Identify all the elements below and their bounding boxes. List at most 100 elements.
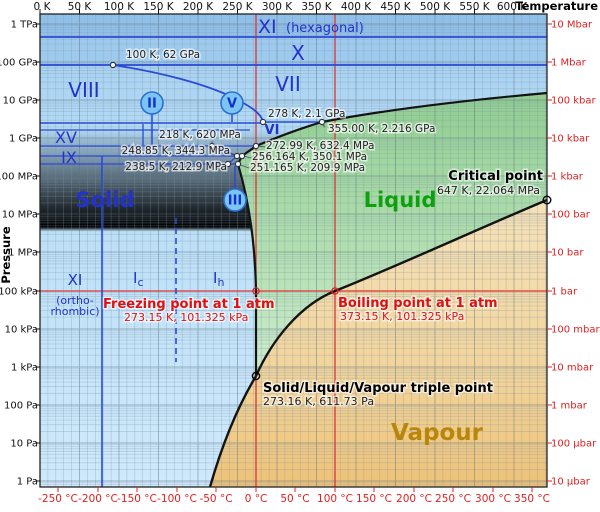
bottom-tick-2: -150 °C bbox=[117, 493, 157, 505]
phase-iii-label: III bbox=[228, 194, 243, 209]
right-axis-labels: 10 Mbar 1 Mbar 100 kbar 10 kbar 1 kbar 1… bbox=[551, 20, 600, 488]
phase-vii-label: VII bbox=[275, 72, 300, 96]
left-tick-9: 1 kPa bbox=[11, 363, 38, 374]
phase-xi-ortho-label: XI bbox=[68, 271, 83, 289]
right-tick-7: 1 bar bbox=[551, 287, 578, 298]
label-355k: 355.00 K, 2.216 GPa bbox=[328, 123, 435, 135]
top-tick-5: 250 K bbox=[222, 1, 253, 13]
top-axis-ticks bbox=[39, 9, 515, 14]
bottom-axis-labels: -250 °C -200 °C -150 °C -100 °C -50 °C 0… bbox=[38, 493, 550, 505]
left-tick-1: 100 GPa bbox=[0, 58, 38, 69]
left-tick-7: 100 kPa bbox=[0, 287, 38, 298]
phase-xi-ortho-sub2: rhombic) bbox=[50, 305, 99, 318]
bottom-tick-12: 350 °C bbox=[514, 493, 550, 505]
left-tick-11: 10 Pa bbox=[10, 439, 38, 450]
minor-grid-horizontal bbox=[40, 14, 547, 487]
critical-point-label: Critical point bbox=[448, 169, 543, 184]
label-218k: 218 K, 620 MPa bbox=[159, 129, 241, 141]
right-tick-10: 1 mbar bbox=[551, 401, 588, 412]
phase-iii-badge bbox=[223, 188, 247, 212]
left-tick-8: 10 kPa bbox=[5, 325, 38, 336]
point-218k-620mpa bbox=[208, 142, 216, 150]
right-axis-ticks bbox=[547, 23, 552, 482]
phase-v-badge bbox=[220, 91, 244, 115]
point-100k-62gpa bbox=[109, 61, 117, 69]
point-251k-209mpa bbox=[234, 160, 242, 168]
top-tick-4: 200 K bbox=[183, 1, 214, 13]
liquid-region-label: Liquid bbox=[364, 188, 437, 212]
bottom-tick-8: 150 °C bbox=[356, 493, 392, 505]
right-tick-5: 100 bar bbox=[551, 210, 591, 221]
top-tick-8: 400 K bbox=[341, 1, 372, 13]
top-tick-12: 600 K bbox=[497, 1, 528, 13]
phase-viii-label: VIII bbox=[68, 78, 99, 102]
right-tick-12: 10 µbar bbox=[551, 477, 591, 488]
reference-lines-0c-100c-1atm bbox=[40, 14, 547, 487]
label-272k: 272.99 K, 632.4 MPa bbox=[266, 140, 374, 152]
point-248k-344mpa bbox=[233, 152, 241, 160]
sublimation-vaporization-curve bbox=[208, 198, 548, 488]
bottom-tick-11: 300 °C bbox=[475, 493, 511, 505]
top-tick-1: 50 K bbox=[68, 1, 93, 13]
right-tick-0: 10 Mbar bbox=[551, 20, 593, 31]
phase-xi-hex-sub: (hexagonal) bbox=[286, 21, 364, 36]
right-tick-11: 100 µbar bbox=[551, 439, 597, 450]
plot-frame bbox=[39, 13, 548, 488]
bottom-tick-3: -100 °C bbox=[157, 493, 197, 505]
left-axis-labels: 1 TPa 100 GPa 10 GPa 1 GPa 100 MPa 10 MP… bbox=[0, 20, 38, 488]
critical-point-marker bbox=[542, 195, 552, 205]
phase-ih-label: Ih bbox=[213, 269, 224, 289]
right-tick-3: 10 kbar bbox=[551, 134, 590, 145]
solid-region-label: Solid bbox=[76, 188, 135, 212]
label-100k-62gpa: 100 K, 62 GPa bbox=[126, 49, 200, 61]
phase-ic-sub: c bbox=[137, 276, 143, 289]
top-tick-10: 500 K bbox=[420, 1, 451, 13]
phase-ix-label: IX bbox=[61, 148, 77, 167]
boiling-point-marker bbox=[331, 287, 339, 295]
boiling-point-value: 373.15 K, 101.325 kPa bbox=[340, 310, 464, 323]
right-tick-6: 10 bar bbox=[551, 248, 584, 259]
phase-vi-label: VI bbox=[265, 123, 280, 138]
phase-v-label: V bbox=[227, 97, 237, 112]
top-tick-2: 100 K bbox=[104, 1, 135, 13]
top-tick-0: 0 K bbox=[34, 1, 52, 13]
label-256k: 256.164 K, 350.1 MPa bbox=[252, 151, 367, 163]
freezing-point-label: Freezing point at 1 atm bbox=[103, 297, 275, 312]
right-tick-2: 100 kbar bbox=[551, 96, 597, 107]
bottom-tick-5: 0 °C bbox=[245, 493, 268, 505]
left-tick-0: 1 TPa bbox=[11, 20, 38, 31]
left-tick-6: 1 MPa bbox=[8, 248, 38, 259]
phase-callout-stems bbox=[151, 114, 236, 189]
top-axis-labels: 0 K 50 K 100 K 150 K 200 K 250 K 300 K 3… bbox=[34, 0, 599, 13]
left-tick-12: 1 Pa bbox=[17, 477, 38, 488]
top-tick-6: 300 K bbox=[262, 1, 293, 13]
boiling-point-label: Boiling point at 1 atm bbox=[338, 296, 498, 311]
bottom-axis-ticks bbox=[57, 487, 533, 492]
point-238k-212mpa bbox=[224, 160, 232, 168]
bottom-tick-0: -250 °C bbox=[38, 493, 78, 505]
point-278k-2.1gpa bbox=[259, 118, 267, 126]
bottom-tick-9: 200 °C bbox=[396, 493, 432, 505]
label-248k: 248.85 K, 344.3 MPa bbox=[122, 145, 230, 157]
phase-ic-base: I bbox=[133, 269, 137, 287]
top-tick-11: 550 K bbox=[459, 1, 490, 13]
left-tick-4: 100 MPa bbox=[0, 172, 38, 183]
right-tick-8: 100 mbar bbox=[551, 325, 600, 336]
point-256k-350mpa bbox=[238, 152, 246, 160]
right-tick-4: 1 kbar bbox=[551, 172, 584, 183]
right-tick-1: 1 Mbar bbox=[551, 58, 587, 69]
top-tick-9: 450 K bbox=[380, 1, 411, 13]
critical-point-value: 647 K, 22.064 MPa bbox=[437, 184, 540, 197]
phase-ii-label: II bbox=[147, 97, 157, 112]
boundary-point-markers bbox=[109, 61, 326, 168]
pressure-axis-title: Pressure bbox=[0, 226, 13, 283]
phase-xi-ortho-sub1: (ortho- bbox=[56, 294, 94, 307]
phase-xv-label: XV bbox=[55, 128, 77, 147]
phase-badges: II V III bbox=[140, 91, 247, 212]
triple-point-marker bbox=[251, 371, 261, 381]
bottom-tick-6: 50 °C bbox=[280, 493, 309, 505]
bottom-tick-1: -200 °C bbox=[78, 493, 118, 505]
bottom-tick-7: 100 °C bbox=[317, 493, 353, 505]
